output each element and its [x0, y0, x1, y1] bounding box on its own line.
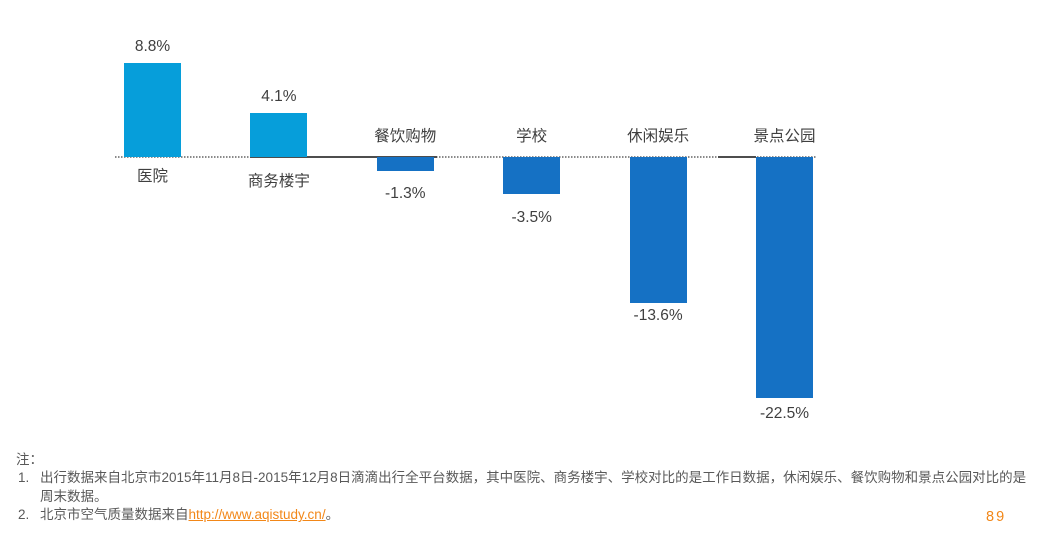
- zero-baseline: [115, 156, 816, 158]
- page-number: 89: [986, 509, 1007, 525]
- note-item-suffix: 。: [325, 507, 340, 523]
- footnotes: 注： 出行数据来自北京市2015年11月8日-2015年12月8日滴滴出行全平台…: [16, 451, 1038, 525]
- category-label-business-building: 商务楼宇: [247, 173, 310, 190]
- bar-dining-shopping: [376, 157, 434, 171]
- category-label-dining-shopping: 餐饮购物: [374, 128, 437, 145]
- value-label-dining-shopping: -1.3%: [385, 184, 426, 202]
- note-item: 北京市空气质量数据来自http://www.aqistudy.cn/。: [18, 506, 1038, 525]
- note-item-text: 出行数据来自北京市2015年11月8日-2015年12月8日滴滴出行全平台数据，…: [40, 470, 1027, 504]
- category-label-hospital: 医院: [136, 168, 168, 185]
- value-label-leisure-entertainment: -13.6%: [633, 306, 683, 324]
- note-item-text: 北京市空气质量数据来自: [40, 507, 189, 523]
- category-label-leisure-entertainment: 休闲娱乐: [627, 128, 690, 145]
- value-label-school: -3.5%: [511, 209, 552, 227]
- category-label-school: 学校: [516, 128, 548, 145]
- zero-baseline-solid-segment: [718, 156, 756, 158]
- bar-leisure-entertainment: [629, 157, 687, 303]
- aqistudy-link[interactable]: http://www.aqistudy.cn/: [188, 507, 326, 523]
- zero-baseline-solid-segment: [250, 156, 437, 158]
- value-label-business-building: 4.1%: [261, 88, 297, 106]
- value-label-scenic-park: -22.5%: [759, 404, 810, 422]
- note-item: 出行数据来自北京市2015年11月8日-2015年12月8日滴滴出行全平台数据，…: [18, 469, 1038, 506]
- bar-scenic-park: [756, 157, 813, 398]
- bar-hospital: [124, 62, 181, 157]
- bar-business-building: [250, 113, 308, 157]
- note-label: 注：: [16, 452, 43, 467]
- bar-chart: 8.8% 医院 4.1% 商务楼宇 -1.3% 餐饮购物 -3.5% 学校 -13.6% 休闲娱乐…: [115, 37, 816, 422]
- value-label-hospital: 8.8%: [134, 37, 171, 55]
- category-label-scenic-park: 景点公园: [753, 128, 816, 145]
- bar-school: [503, 157, 561, 195]
- note-list: 出行数据来自北京市2015年11月8日-2015年12月8日滴滴出行全平台数据，…: [16, 469, 1038, 525]
